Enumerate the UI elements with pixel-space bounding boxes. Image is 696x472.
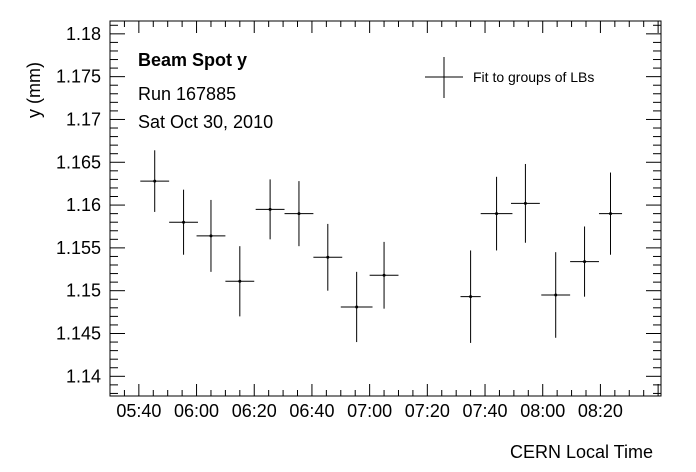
data-point (225, 246, 255, 317)
point-marker (297, 212, 301, 216)
point-marker (583, 260, 587, 264)
data-point (460, 250, 481, 343)
x-tick-label: 05:40 (116, 401, 161, 421)
y-tick-label: 1.17 (66, 109, 101, 129)
x-tick-label: 06:20 (232, 401, 277, 421)
data-point (255, 179, 285, 240)
data-point (340, 271, 373, 343)
x-axis-label: CERN Local Time (510, 442, 653, 462)
data-point (570, 226, 599, 297)
point-marker (153, 179, 157, 183)
data-point (313, 223, 343, 291)
y-tick-label: 1.18 (66, 24, 101, 44)
y-tick-label: 1.165 (56, 152, 101, 172)
y-tick-label: 1.14 (66, 366, 101, 386)
point-marker (382, 273, 386, 277)
x-tick-label: 06:00 (174, 401, 219, 421)
plot-frame (109, 20, 662, 397)
x-tick-label: 08:20 (578, 401, 623, 421)
data-point (598, 172, 623, 255)
data-point (284, 181, 314, 247)
point-marker (238, 279, 242, 283)
x-tick-label: 07:00 (347, 401, 392, 421)
data-point (541, 252, 571, 338)
point-marker (609, 212, 613, 216)
y-tick-label: 1.145 (56, 324, 101, 344)
data-point (169, 189, 198, 255)
point-marker (209, 234, 213, 238)
chart-title: Beam Spot y (138, 50, 247, 70)
point-marker (182, 220, 186, 224)
point-marker (326, 255, 330, 259)
x-tick-label: 07:40 (463, 401, 508, 421)
x-axis: 05:40 06:00 06:20 06:40 07:00 07:20 07:40 08:00… (109, 21, 659, 421)
point-marker (495, 212, 499, 216)
data-point (196, 199, 226, 272)
legend: Fit to groups of LBs (425, 57, 594, 98)
run-annotation: Run 167885 (138, 84, 236, 104)
point-marker (268, 207, 272, 211)
data-point (140, 150, 170, 212)
legend-label: Fit to groups of LBs (473, 69, 594, 85)
y-tick-label: 1.175 (56, 67, 101, 87)
data-point (510, 163, 540, 243)
point-marker (523, 201, 527, 205)
x-tick-label: 08:00 (520, 401, 565, 421)
point-marker (469, 295, 473, 299)
point-marker (554, 293, 558, 297)
y-axis: 1.14 1.145 1.15 1.155 1.16 1.165 1.17 1.175 1.18 (56, 24, 661, 394)
data-series (140, 150, 623, 343)
y-axis-label: y (mm) (24, 62, 44, 118)
x-tick-label: 07:20 (405, 401, 450, 421)
y-tick-label: 1.16 (66, 195, 101, 215)
y-tick-label: 1.15 (66, 281, 101, 301)
x-tick-label: 06:40 (289, 401, 334, 421)
date-annotation: Sat Oct 30, 2010 (138, 112, 273, 132)
data-point (480, 176, 513, 251)
data-point (369, 241, 399, 309)
y-tick-label: 1.155 (56, 238, 101, 258)
point-marker (355, 305, 359, 309)
